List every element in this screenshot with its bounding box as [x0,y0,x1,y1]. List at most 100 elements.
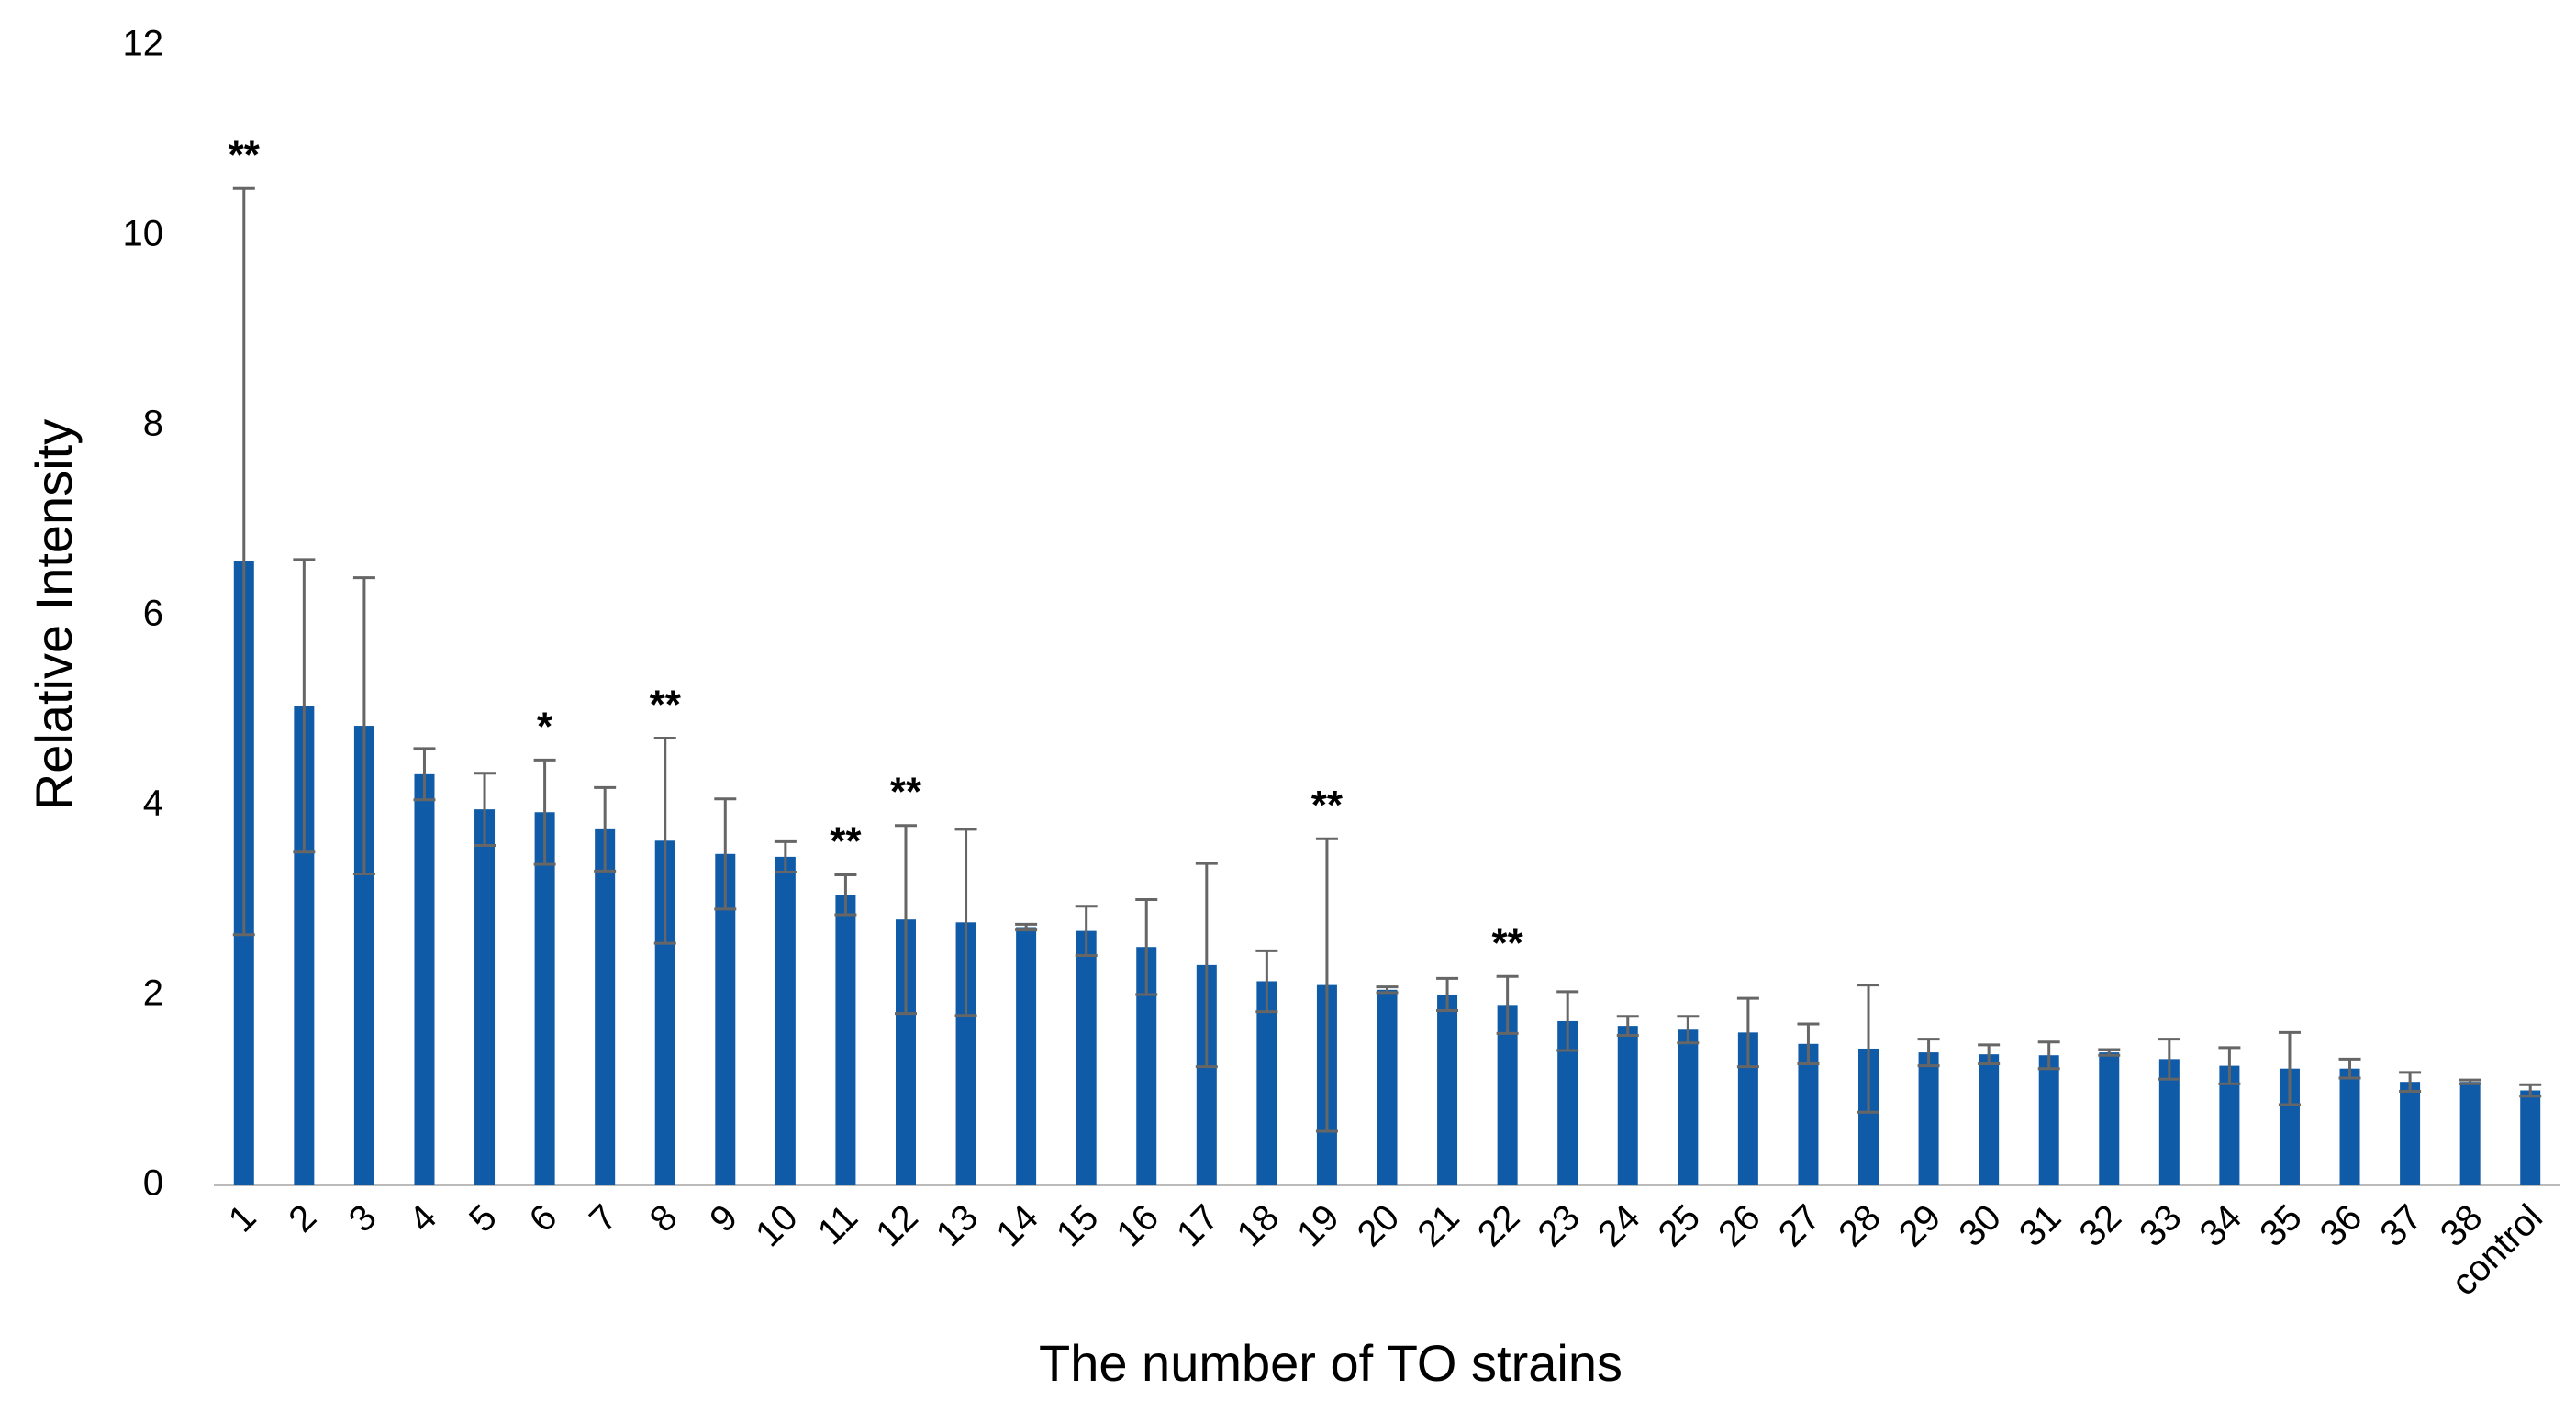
x-tick-label: 19 [1289,1197,1347,1255]
bar [2038,1055,2059,1185]
error-bar [2459,1078,2481,1085]
error-bar [954,828,977,1017]
bar [2400,1082,2421,1185]
error-bar [474,772,496,847]
error-bar [352,576,375,876]
error-bar [1436,976,1459,1013]
error-bar [1978,1043,2001,1066]
x-tick-label: 22 [1470,1197,1528,1255]
x-tick-label: 6 [522,1197,565,1240]
x-tick-label: 28 [1831,1197,1889,1255]
error-bar [2098,1048,2121,1057]
bar [1196,964,1217,1185]
bar [1678,1029,1699,1185]
x-axis-title: The number of TO strains [1039,1334,1623,1392]
bar [1557,1020,1578,1185]
x-tick-label: 24 [1590,1197,1648,1255]
bar [1377,989,1398,1185]
x-tick-label: 20 [1350,1197,1408,1255]
bar [2219,1065,2240,1185]
x-tick-label: 4 [401,1197,444,1240]
bar [1076,930,1097,1185]
bar [835,895,856,1185]
bar [715,853,736,1185]
bar [2158,1059,2180,1185]
significance-label: ** [1311,783,1344,828]
significance-label: ** [1492,920,1524,965]
bar [654,840,675,1185]
bar [1798,1043,1819,1185]
bar [1016,927,1037,1185]
bar [1256,981,1277,1185]
bar [474,809,496,1185]
bar [414,773,435,1185]
x-tick-label: 30 [1951,1197,2009,1255]
error-bar [1857,984,1880,1114]
error-bar [1135,897,1158,996]
y-tick-label: 4 [143,784,163,824]
x-tick-label: 31 [2012,1197,2069,1255]
error-bar [1075,905,1098,958]
significance-label: ** [890,770,922,815]
x-tick-label: 36 [2313,1197,2370,1255]
x-tick-label: 10 [748,1197,806,1255]
x-tick-label: 23 [1530,1197,1588,1255]
y-tick-label: 10 [123,214,164,254]
error-bar [1255,949,1278,1014]
x-tick-label: 16 [1109,1197,1166,1255]
error-bar [1195,862,1218,1069]
bar [1617,1026,1638,1185]
bar [1737,1032,1758,1185]
y-tick-label: 0 [143,1163,163,1204]
x-tick-label: 26 [1711,1197,1768,1255]
x-tick-label: 11 [810,1197,865,1252]
bar [2279,1068,2300,1185]
error-bar [1015,922,1038,932]
x-tick-label: 35 [2252,1197,2310,1255]
bar [895,919,916,1185]
x-tick-label: 7 [582,1197,625,1240]
y-tick-label: 2 [143,973,163,1014]
error-bar [2218,1046,2241,1085]
significance-label: ** [650,683,682,728]
x-tick-label: 9 [702,1197,745,1240]
y-tick-label: 8 [143,404,163,444]
error-bar [2158,1038,2180,1081]
x-tick-label: 34 [2192,1197,2250,1255]
error-bar [1496,974,1519,1035]
x-tick-label: 33 [2132,1197,2190,1255]
bar [294,706,315,1185]
x-tick-label: 1 [221,1197,264,1240]
x-tick-label: 12 [868,1197,926,1255]
x-tick-label: 25 [1651,1197,1709,1255]
error-bar [2338,1057,2361,1080]
x-tick-label: 8 [642,1197,686,1240]
bar [1858,1048,1879,1185]
x-tick-label: 3 [341,1197,385,1240]
bar [2459,1082,2481,1185]
x-tick-label: 21 [1410,1197,1467,1255]
y-tick-label: 12 [123,24,164,64]
error-bar [714,797,737,911]
x-tick-label: 37 [2372,1197,2430,1255]
bar [2339,1068,2360,1185]
error-bar [774,839,797,873]
bar [1136,947,1157,1185]
significance-label: ** [830,819,862,864]
error-bar [2278,1030,2301,1106]
error-bar [1315,837,1338,1133]
error-bar [232,186,255,937]
bar [2099,1052,2120,1185]
bar [595,828,616,1185]
x-tick-label: 13 [929,1197,987,1255]
error-bar [1736,996,1759,1069]
significance-label: * [537,704,553,749]
x-tick-label: 5 [462,1197,505,1240]
y-axis-title: Relative Intensity [25,419,83,810]
x-tick-label: 2 [281,1197,324,1240]
error-bar [1917,1038,1940,1068]
y-tick-label: 6 [143,594,163,634]
error-bar [653,737,676,945]
error-bar [2399,1071,2422,1094]
